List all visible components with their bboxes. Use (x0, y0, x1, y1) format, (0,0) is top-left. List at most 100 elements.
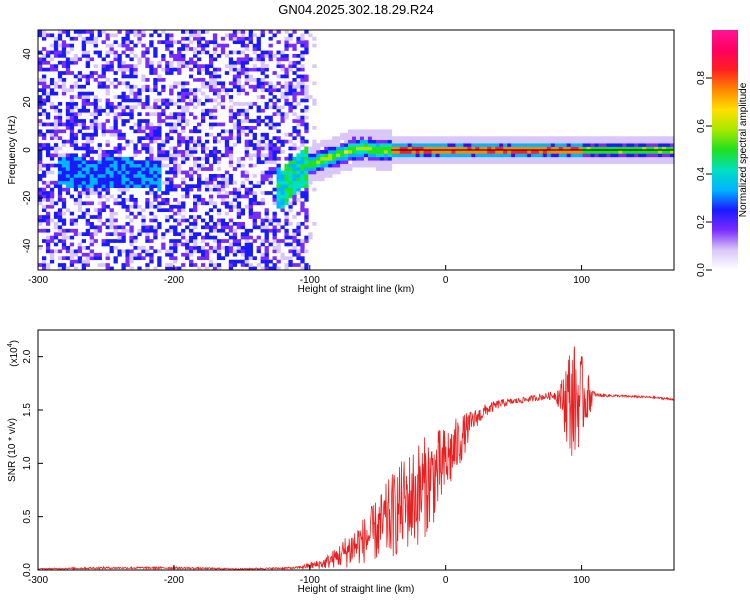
spectrogram-cell (662, 150, 667, 154)
spectrogram-cell (141, 33, 146, 38)
spectrogram-cell (312, 36, 317, 41)
spectrogram-cell (189, 102, 194, 106)
spectrogram-cell (173, 204, 178, 209)
spectrogram-cell (638, 150, 643, 154)
spectrogram-cell (133, 163, 138, 168)
spectrogram-cell (89, 160, 94, 165)
spectrogram-cell (189, 33, 194, 38)
spectrogram-cell (244, 126, 249, 130)
spectrogram-cell (169, 184, 174, 189)
spectrogram-cell (566, 136, 571, 141)
spectrogram-cell (97, 105, 102, 110)
spectrogram-cell (73, 266, 79, 270)
spectrogram-cell (582, 150, 587, 154)
spectrogram-cell (38, 132, 43, 137)
spectrogram-cell (157, 263, 162, 267)
spectrogram-cell (85, 74, 90, 79)
spectrogram-cell (232, 191, 238, 195)
spectrogram-cell (276, 194, 281, 199)
spectrogram-cell (236, 249, 242, 254)
spectrogram-cell (518, 150, 524, 154)
spectrogram-cell (38, 228, 43, 233)
spectrogram-cell (590, 136, 595, 141)
spectrogram-cell (153, 132, 158, 137)
spectrogram-cell (89, 232, 94, 237)
spectrogram-cell (244, 228, 249, 233)
spectrogram-cell (387, 136, 393, 141)
spectrogram-cell (133, 204, 138, 209)
spectrogram-cell (85, 228, 90, 233)
spectrogram-cell (69, 249, 75, 254)
spectrogram-cell (81, 108, 86, 113)
spectrogram-cell (85, 170, 90, 175)
spectrogram-cell (276, 98, 281, 103)
spectrogram-cell (407, 146, 412, 151)
spectrogram-cell (387, 139, 393, 144)
spectrogram-cell (200, 64, 206, 69)
spectrogram-cell (200, 84, 206, 89)
spectrogram-cell (149, 122, 154, 127)
spectrogram-cell (280, 67, 285, 72)
spectrogram-cell (232, 249, 238, 254)
spectrogram-cell (137, 177, 142, 182)
spectrogram-cell (65, 249, 71, 254)
spectrogram-cell (244, 60, 249, 65)
spectrogram-cell (260, 198, 265, 202)
spectrogram-cell (193, 170, 198, 175)
spectrogram-cell (121, 266, 126, 270)
spectrogram-cell (387, 153, 393, 158)
x-tick-label: -100 (300, 575, 320, 586)
spectrogram-cell (97, 256, 102, 261)
spectrogram-cell (165, 67, 170, 72)
spectrogram-cell (69, 43, 75, 48)
spectrogram-cell (375, 129, 381, 134)
spectrogram-cell (117, 129, 122, 134)
spectrogram-cell (387, 132, 393, 137)
spectrogram-cell (224, 71, 230, 75)
spectrogram-cell (113, 150, 118, 154)
spectrogram-cell (562, 143, 567, 147)
spectrogram-cell (336, 160, 341, 165)
spectrogram-cell (181, 112, 186, 117)
spectrogram-cell (499, 156, 504, 161)
spectrogram-cell (117, 184, 122, 189)
spectrogram-cell (133, 74, 138, 79)
spectrogram-cell (252, 102, 257, 106)
spectrogram-cell (634, 156, 639, 161)
spectrogram-cell (161, 108, 166, 113)
spectrogram-cell (658, 139, 663, 144)
spectrogram-cell (57, 228, 63, 233)
spectrogram-cell (252, 225, 257, 230)
spectrogram-cell (507, 143, 512, 147)
spectrogram-cell (173, 54, 178, 58)
spectrogram-cell (145, 232, 150, 237)
spectrogram-cell (220, 218, 226, 223)
spectrogram-cell (411, 153, 416, 158)
spectrogram-cell (379, 153, 385, 158)
spectrogram-cell (336, 146, 341, 151)
spectrogram-cell (288, 235, 293, 240)
spectrogram-cell (41, 122, 47, 127)
spectrogram-cell (403, 153, 408, 158)
spectrogram-cell (121, 81, 126, 86)
spectrogram-cell (415, 150, 420, 154)
spectrogram-cell (371, 150, 377, 154)
spectrogram-cell (280, 187, 285, 192)
spectrogram-cell (260, 239, 265, 243)
spectrogram-cell (280, 105, 285, 110)
spectrogram-cell (65, 139, 71, 144)
spectrogram-cell (145, 225, 150, 230)
spectrogram-cell (383, 139, 389, 144)
spectrogram-cell (296, 153, 301, 158)
spectrogram-cell (654, 146, 659, 151)
spectrogram-cell (173, 40, 178, 45)
spectrogram-cell (61, 167, 67, 171)
spectrogram-cell (133, 54, 138, 58)
spectrogram-cell (157, 129, 162, 134)
spectrogram-cell (141, 88, 146, 93)
spectrogram-cell (654, 153, 659, 158)
spectrogram-cell (65, 126, 71, 130)
spectrogram-cell (101, 194, 106, 199)
spectrogram-cell (81, 36, 86, 41)
spectrogram-cell (113, 174, 118, 178)
